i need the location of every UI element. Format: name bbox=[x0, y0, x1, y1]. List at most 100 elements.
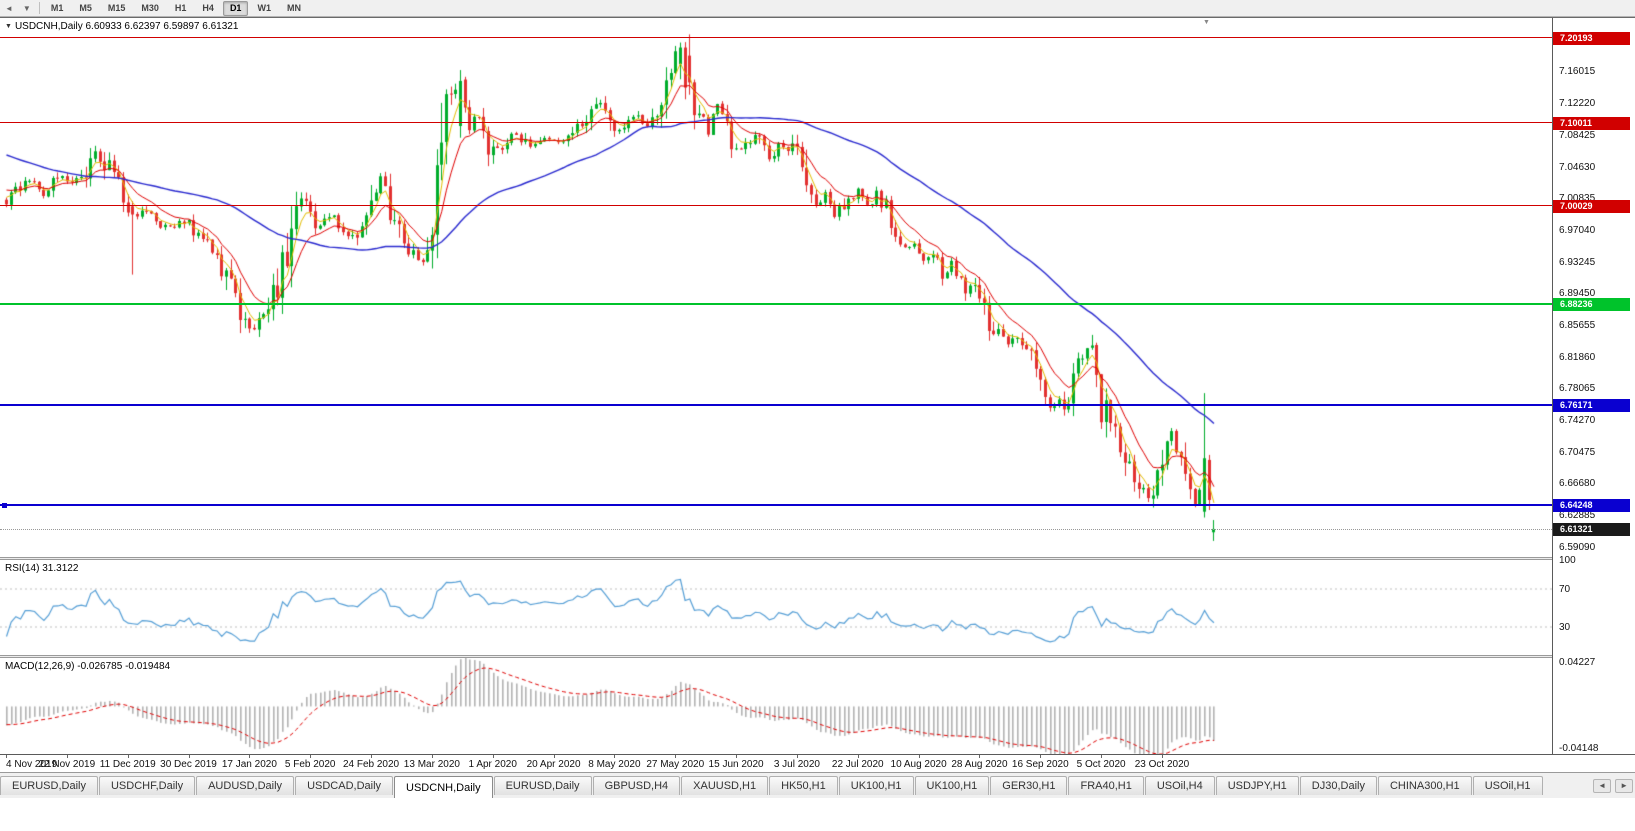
time-label: 1 Apr 2020 bbox=[468, 759, 517, 770]
time-label: 5 Oct 2020 bbox=[1076, 759, 1126, 770]
time-label: 22 Jul 2020 bbox=[831, 759, 884, 770]
time-label: 23 Oct 2020 bbox=[1134, 759, 1190, 770]
time-label: 13 Mar 2020 bbox=[403, 759, 460, 770]
chart-tab-usoil-h4[interactable]: USOil,H4 bbox=[1144, 776, 1215, 795]
chart-tab-usoil-h1[interactable]: USOil,H1 bbox=[1472, 776, 1543, 795]
time-label: 4 Nov 2019 bbox=[6, 759, 58, 770]
price-tick-label: 6.89450 bbox=[1559, 288, 1596, 300]
chart-tab-ger30-h1[interactable]: GER30,H1 bbox=[990, 776, 1068, 795]
quick-trade-expander-icon[interactable]: ▼ bbox=[5, 23, 12, 30]
chart-tab-gbpusd-h4[interactable]: GBPUSD,H4 bbox=[592, 776, 681, 795]
time-tick bbox=[796, 755, 798, 758]
price-axis[interactable]: 7.16015 7.12220 7.08425 7.04630 7.00835 6.970… bbox=[1552, 18, 1635, 754]
price-tick-label: 7.04630 bbox=[1559, 161, 1596, 173]
timeframe-button-mn[interactable]: MN bbox=[286, 2, 301, 13]
horizontal-level-line[interactable] bbox=[0, 37, 1552, 39]
price-tick-label: 6.74270 bbox=[1559, 414, 1596, 426]
pane-divider[interactable] bbox=[0, 557, 1635, 560]
time-tick bbox=[188, 755, 190, 758]
pane-divider[interactable] bbox=[0, 655, 1635, 658]
level-price-badge: 7.10011 bbox=[1553, 116, 1630, 130]
timeframe-button-m30[interactable]: M30 bbox=[141, 2, 159, 13]
time-tick bbox=[1040, 755, 1042, 758]
time-tick bbox=[66, 755, 68, 758]
time-label: 28 Aug 2020 bbox=[951, 759, 1008, 770]
horizontal-level-line[interactable] bbox=[0, 503, 1552, 506]
horizontal-level-line[interactable] bbox=[0, 404, 1552, 407]
rsi-axis-label: 100 bbox=[1559, 555, 1576, 566]
time-tick bbox=[127, 755, 129, 758]
macd-axis-label: -0.04148 bbox=[1559, 743, 1599, 754]
time-axis[interactable]: 4 Nov 2019 22 Nov 2019 11 Dec 2019 30 Dec 2… bbox=[0, 754, 1635, 772]
timeframe-button-m15[interactable]: M15 bbox=[107, 2, 126, 13]
chart-tab-usdjpy-h1[interactable]: USDJPY,H1 bbox=[1215, 776, 1299, 795]
chart-dropdown-icon[interactable]: ▼ bbox=[22, 3, 31, 13]
time-label: 27 May 2020 bbox=[646, 759, 705, 770]
chart-tab-fra40-h1[interactable]: FRA40,H1 bbox=[1068, 776, 1144, 795]
timeframe-button-d1[interactable]: D1 bbox=[222, 0, 249, 16]
chart-window: ▼ USDCNH,Daily 6.60933 6.62397 6.59897 6.… bbox=[0, 17, 1635, 772]
level-price-badge: 7.20193 bbox=[1553, 31, 1630, 45]
level-price-badge: 7.00029 bbox=[1553, 199, 1630, 213]
price-tick-label: 6.59090 bbox=[1559, 541, 1596, 553]
price-tick-label: 7.00835 bbox=[1559, 193, 1596, 205]
time-label: 11 Dec 2019 bbox=[99, 759, 156, 770]
rsi-header-label: RSI(14) 31.3122 bbox=[5, 563, 79, 574]
macd-header-label: MACD(12,26,9) -0.026785 -0.019484 bbox=[5, 661, 171, 672]
time-label: 10 Aug 2020 bbox=[890, 759, 947, 770]
timeframe-button-w1[interactable]: W1 bbox=[257, 2, 271, 13]
price-tick-label: 6.85655 bbox=[1559, 319, 1596, 331]
chart-tab-eurusd-daily[interactable]: EURUSD,Daily bbox=[0, 776, 98, 795]
price-tick-label: 6.70475 bbox=[1559, 446, 1596, 458]
macd-indicator-canvas[interactable] bbox=[0, 658, 1552, 754]
chart-tab-usdcad-daily[interactable]: USDCAD,Daily bbox=[295, 776, 394, 795]
chart-tab-xauusd-h1[interactable]: XAUUSD,H1 bbox=[681, 776, 769, 795]
chart-tab-hk50-h1[interactable]: HK50,H1 bbox=[769, 776, 838, 795]
chart-shift-marker[interactable]: ▼ bbox=[1203, 19, 1210, 26]
macd-axis-label: 0.04227 bbox=[1559, 657, 1596, 668]
chart-tab-china300-h1[interactable]: CHINA300,H1 bbox=[1377, 776, 1472, 795]
time-tick bbox=[371, 755, 373, 758]
time-label: 30 Dec 2019 bbox=[160, 759, 217, 770]
timeframe-button-m5[interactable]: M5 bbox=[79, 2, 92, 13]
price-tick-label: 6.93245 bbox=[1559, 256, 1596, 268]
time-tick bbox=[249, 755, 251, 758]
tab-scroll-left-icon[interactable]: ◄ bbox=[1593, 779, 1612, 793]
timeframe-button-m1[interactable]: M1 bbox=[50, 2, 64, 13]
horizontal-level-line[interactable] bbox=[0, 303, 1552, 306]
time-tick bbox=[918, 755, 920, 758]
chart-tab-dj30-daily[interactable]: DJ30,Daily bbox=[1299, 776, 1377, 795]
time-tick bbox=[736, 755, 738, 758]
level-price-badge: 6.88236 bbox=[1553, 298, 1630, 312]
time-tick bbox=[614, 755, 616, 758]
toolbar-separator bbox=[38, 2, 40, 14]
rsi-indicator-canvas[interactable] bbox=[0, 560, 1552, 655]
tab-scroll-right-icon[interactable]: ► bbox=[1615, 779, 1633, 793]
price-tick-label: 7.08425 bbox=[1559, 129, 1596, 141]
chart-tab-usdchf-daily[interactable]: USDCHF,Daily bbox=[98, 776, 196, 795]
line-select-handle[interactable] bbox=[2, 502, 7, 508]
chart-tab-uk100-h1[interactable]: UK100,H1 bbox=[838, 776, 914, 795]
timeframe-buttons: M1 M5 M15 M30 H1 H4 D1 W1 MN bbox=[43, 0, 309, 16]
price-tick-label: 6.78065 bbox=[1559, 383, 1596, 395]
price-chart-canvas[interactable] bbox=[0, 18, 1552, 557]
time-tick bbox=[857, 755, 859, 758]
level-price-badge: 6.76171 bbox=[1553, 399, 1630, 413]
time-label: 20 Apr 2020 bbox=[526, 759, 581, 770]
chart-tab-eurusd-daily[interactable]: EURUSD,Daily bbox=[493, 776, 592, 795]
timeframe-button-h4[interactable]: H4 bbox=[202, 2, 214, 13]
chart-tab-usdcnh-daily[interactable]: USDCNH,Daily bbox=[394, 776, 493, 798]
horizontal-level-line[interactable] bbox=[0, 122, 1552, 124]
time-tick bbox=[1101, 755, 1103, 758]
horizontal-level-line[interactable] bbox=[0, 205, 1552, 207]
time-label: 15 Jun 2020 bbox=[708, 759, 764, 770]
time-tick bbox=[979, 755, 981, 758]
time-tick bbox=[675, 755, 677, 758]
chart-tab-audusd-daily[interactable]: AUDUSD,Daily bbox=[196, 776, 295, 795]
time-label: 16 Sep 2020 bbox=[1011, 759, 1069, 770]
chart-tab-uk100-h1[interactable]: UK100,H1 bbox=[914, 776, 990, 795]
time-tick bbox=[6, 755, 7, 758]
chart-back-icon[interactable]: ◄ bbox=[5, 3, 13, 13]
timeframe-button-h1[interactable]: H1 bbox=[174, 2, 187, 13]
